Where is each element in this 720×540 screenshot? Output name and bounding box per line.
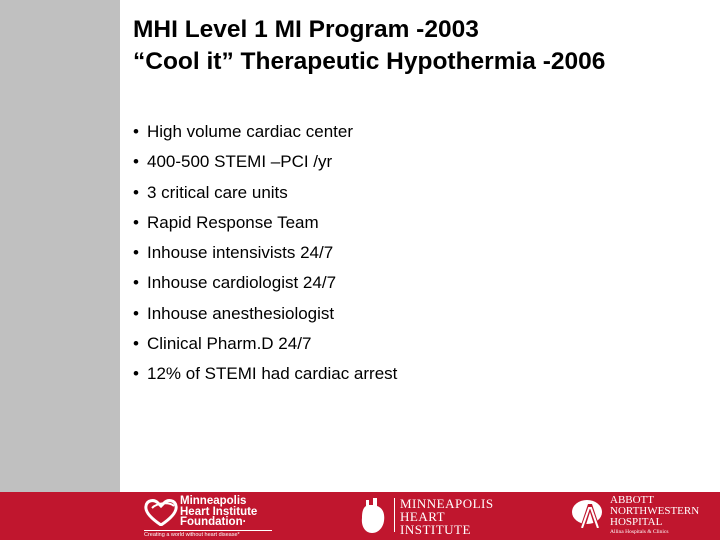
abbott-a-icon [572,500,602,528]
bullet-text: Rapid Response Team [147,212,319,232]
logo-text: Institute [400,522,471,537]
bullet-item: • Clinical Pharm.D 24/7 [133,329,397,359]
logo-tagline: Creating a world without heart disease* [144,530,272,538]
slide-title: MHI Level 1 MI Program -2003 “Cool it” T… [133,14,605,78]
bullet-dot: • [133,303,139,323]
bullet-dot: • [133,334,139,354]
bullet-item: • Inhouse intensivists 24/7 [133,238,397,268]
bullet-text: Inhouse cardiologist 24/7 [147,273,337,293]
bullet-item: • Inhouse anesthesiologist [133,299,397,329]
bullet-item: • 12% of STEMI had cardiac arrest [133,359,397,389]
divider [394,498,395,532]
anatomical-heart-icon [361,498,385,533]
bullet-text: Clinical Pharm.D 24/7 [147,334,312,354]
bullet-dot: • [133,243,139,263]
footer-band: Minneapolis Heart Institute Foundation· … [0,492,720,540]
logo-text: HOSPITAL [610,516,663,528]
logo-text: NORTHWESTERN [610,505,700,517]
bullet-item: • High volume cardiac center [133,117,397,147]
bullet-dot: • [133,182,139,202]
title-line-2: “Cool it” Therapeutic Hypothermia -2006 [133,48,606,75]
bullet-dot: • [133,122,139,141]
bullet-item: • 400-500 STEMI –PCI /yr [133,147,397,177]
bullet-text: Inhouse anesthesiologist [147,303,335,323]
bullet-dot: • [133,273,139,293]
bullet-item: • Inhouse cardiologist 24/7 [133,268,397,298]
title-line-1: MHI Level 1 MI Program -2003 [133,16,479,43]
heart-icon [144,499,178,526]
logo-subtext: Allina Hospitals & Clinics [610,529,669,535]
logo-text: Minneapolis [180,495,247,507]
bullet-dot: • [133,212,139,232]
logo-text: ABBOTT [610,494,654,506]
left-gray-panel [0,0,120,492]
bullet-list: • High volume cardiac center • 400-500 STE… [133,117,397,390]
bullet-item: • Rapid Response Team [133,208,397,238]
bullet-dot: • [133,364,139,384]
bullet-text: 12% of STEMI had cardiac arrest [147,364,398,384]
bullet-text: 3 critical care units [147,182,288,202]
logo-text: Heart [400,509,446,524]
logo-text: Foundation· [180,516,247,528]
bullet-text: 400-500 STEMI –PCI /yr [147,152,333,172]
bullet-dot: • [133,152,139,172]
bullet-text: Inhouse intensivists 24/7 [147,243,334,263]
logo-text: Heart Institute [180,505,258,518]
logo-text: Minneapolis [400,496,494,511]
bullet-item: • 3 critical care units [133,178,397,208]
bullet-text: High volume cardiac center [147,122,353,141]
